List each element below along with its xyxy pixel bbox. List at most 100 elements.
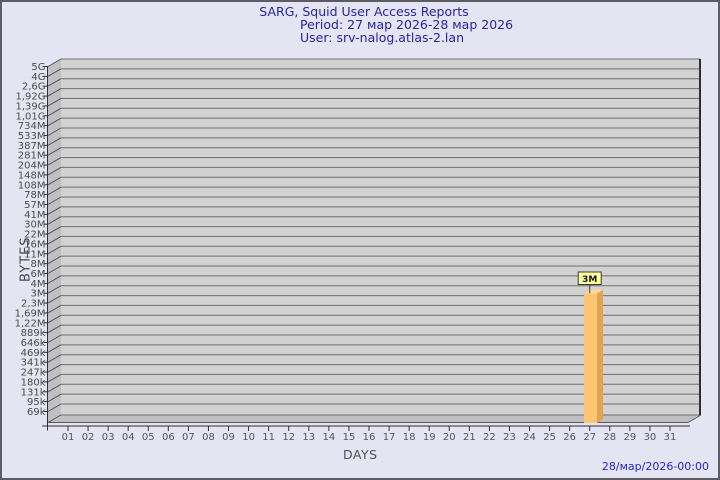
grid-diagonal xyxy=(47,127,62,136)
grid-diagonal xyxy=(47,226,62,235)
x-day-label: 03 xyxy=(102,432,115,443)
grid-diagonal xyxy=(47,235,62,245)
report-period: Period: 27 мар 2026-28 мар 2026 xyxy=(300,17,514,32)
grid-diagonal xyxy=(47,304,62,314)
y-tick-label: 1,69M xyxy=(15,308,46,319)
y-tick-label: 387M xyxy=(18,141,46,152)
y-tick-label: 204M xyxy=(18,161,46,172)
grid-diagonal xyxy=(47,68,62,77)
bar-callout-label: 3M xyxy=(582,275,597,285)
grid-diagonal xyxy=(47,176,62,186)
x-day-label: 16 xyxy=(363,432,376,443)
y-tick-label: 16M xyxy=(24,239,45,250)
y-tick-label: 281M xyxy=(18,151,46,162)
grid-diagonal xyxy=(47,344,62,353)
grid-diagonal xyxy=(47,206,62,215)
y-tick-label: 180k xyxy=(21,377,46,388)
x-day-label: 06 xyxy=(162,432,175,443)
grid-diagonal xyxy=(47,186,62,196)
grid-diagonal xyxy=(47,383,62,393)
y-tick-label: 533M xyxy=(18,131,46,142)
report-title: SARG, Squid User Access Reports xyxy=(259,4,469,19)
grid-diagonal xyxy=(47,147,62,156)
y-tick-label: 11M xyxy=(24,249,45,260)
grid-diagonal xyxy=(47,314,62,324)
plot-back-wall xyxy=(61,59,701,415)
x-day-label: 13 xyxy=(302,432,315,443)
x-day-label: 25 xyxy=(543,432,556,443)
x-day-label: 07 xyxy=(182,432,195,443)
grid-diagonal xyxy=(47,295,62,304)
y-tick-label: 247k xyxy=(21,368,46,379)
y-tick-label: 108M xyxy=(18,180,46,191)
grid-diagonal xyxy=(47,166,62,176)
y-tick-label: 889k xyxy=(21,328,46,339)
x-day-label: 17 xyxy=(383,432,396,443)
grid-diagonal xyxy=(47,216,62,225)
y-tick-label: 4G xyxy=(31,72,45,83)
y-tick-label: 1,39G xyxy=(15,101,45,112)
y-tick-label: 6M xyxy=(31,269,46,280)
grid-diagonal xyxy=(47,58,62,67)
y-tick-label: 2,3M xyxy=(21,299,46,310)
grid-diagonal xyxy=(47,117,62,127)
x-day-label: 04 xyxy=(122,432,135,443)
x-day-label: 24 xyxy=(523,432,536,443)
y-tick-label: 95k xyxy=(27,397,46,408)
x-day-label: 02 xyxy=(82,432,95,443)
grid-diagonal xyxy=(47,354,62,363)
x-day-label: 22 xyxy=(483,432,496,443)
y-tick-label: 148M xyxy=(18,170,46,181)
x-day-label: 01 xyxy=(62,432,75,443)
grid-diagonal xyxy=(47,255,62,265)
y-tick-label: 22M xyxy=(24,230,45,241)
y-tick-label: 2,6G xyxy=(22,82,46,93)
y-tick-label: 469k xyxy=(21,348,46,359)
y-tick-label: 41M xyxy=(24,210,45,221)
report-timestamp: 28/мар/2026-00:00 xyxy=(601,460,709,473)
y-tick-label: 131k xyxy=(21,387,46,398)
x-day-label: 28 xyxy=(603,432,616,443)
y-tick-label: 734M xyxy=(18,121,46,132)
x-day-label: 29 xyxy=(624,432,637,443)
plot-floor xyxy=(48,415,701,423)
x-day-label: 14 xyxy=(322,432,335,443)
y-axis-title: BYTES xyxy=(18,236,34,282)
x-day-label: 12 xyxy=(282,432,295,443)
x-day-label: 30 xyxy=(644,432,657,443)
usage-bar-side xyxy=(597,289,604,423)
grid-diagonal xyxy=(47,393,62,403)
y-tick-label: 1,22M xyxy=(15,318,46,329)
x-day-label: 19 xyxy=(423,432,436,443)
y-tick-label: 30M xyxy=(24,220,45,231)
grid-diagonal xyxy=(47,265,62,274)
y-tick-label: 8M xyxy=(31,259,46,270)
grid-diagonal xyxy=(47,324,62,334)
x-day-label: 10 xyxy=(242,432,255,443)
x-day-label: 09 xyxy=(222,432,235,443)
x-day-label: 15 xyxy=(343,432,356,443)
y-tick-label: 1,92G xyxy=(15,92,45,103)
usage-bar-top xyxy=(584,289,604,294)
y-tick-label: 341k xyxy=(21,358,46,369)
grid-diagonal xyxy=(47,97,62,107)
grid-diagonal xyxy=(47,245,62,255)
grid-diagonal xyxy=(47,373,62,383)
grid-diagonal xyxy=(47,275,62,284)
grid-diagonal xyxy=(47,403,62,412)
x-day-label: 08 xyxy=(202,432,215,443)
floor-left-edge xyxy=(47,414,62,423)
x-day-label: 18 xyxy=(403,432,416,443)
x-day-label: 23 xyxy=(503,432,516,443)
x-day-label: 11 xyxy=(262,432,275,443)
bar-callout-box xyxy=(577,271,602,285)
grid-diagonal xyxy=(47,364,62,373)
grid-diagonal xyxy=(47,285,62,294)
report-user: User: srv-nalog.atlas-2.lan xyxy=(300,30,464,45)
grid-diagonal xyxy=(47,196,62,205)
x-day-label: 26 xyxy=(563,432,576,443)
y-tick-label: 4M xyxy=(31,279,46,290)
y-tick-label: 1,01G xyxy=(15,111,45,122)
